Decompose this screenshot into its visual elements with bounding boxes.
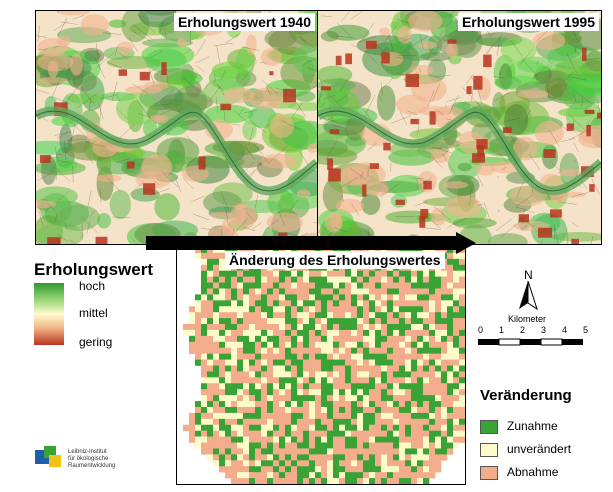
- scale-tick: 5: [583, 325, 589, 335]
- change-legend-title: Veränderung: [480, 387, 572, 404]
- map-change: Änderung des Erholungswertes: [176, 246, 466, 485]
- logo-line-1: Leibniz-Institut: [68, 449, 107, 455]
- value-legend-high: hoch: [79, 279, 106, 293]
- logo-line-3: Raumentwicklung: [68, 463, 116, 469]
- change-swatch-increase: [480, 420, 498, 434]
- scale-tick: 0: [478, 325, 484, 335]
- change-swatch-decrease: [480, 466, 498, 480]
- scale-tick: 4: [562, 325, 568, 335]
- value-legend-low: gering: [79, 335, 113, 349]
- scale-tick: 1: [499, 325, 505, 335]
- map-1940-title: Erholungswert 1940: [173, 13, 315, 31]
- scale-unit: Kilometer: [508, 314, 547, 324]
- map-change-canvas: [183, 247, 465, 484]
- change-label-increase: Zunahme: [507, 419, 558, 433]
- scale-tick: 3: [541, 325, 547, 335]
- scale-bar: [478, 338, 583, 346]
- value-legend-title: Erholungswert: [34, 260, 154, 279]
- map-1940: Erholungswert 1940: [35, 10, 318, 245]
- map-1995-title: Erholungswert 1995: [457, 13, 599, 31]
- north-arrow-icon: [519, 281, 538, 311]
- scale-tick-labels: 0 1 2 3 4 5: [473, 325, 593, 335]
- transition-arrow: [146, 232, 476, 254]
- map-change-title: Änderung des Erholungswertes: [225, 251, 445, 269]
- logo-line-2: für ökologische: [68, 456, 109, 462]
- change-swatch-unchanged: [480, 443, 498, 457]
- scale-tick: 2: [520, 325, 526, 335]
- value-color-ramp: [34, 283, 64, 345]
- institute-logo-text: Leibniz-Institut für ökologische Raument…: [68, 449, 115, 470]
- value-legend-mid: mittel: [79, 306, 108, 320]
- change-label-unchanged: unverändert: [507, 442, 572, 456]
- change-label-decrease: Abnahme: [507, 465, 559, 479]
- map-1995: Erholungswert 1995: [317, 10, 602, 245]
- map-1940-canvas: [36, 11, 317, 244]
- map-1995-canvas: [318, 11, 601, 244]
- north-label: N: [524, 268, 533, 282]
- institute-logo-icon: [35, 446, 61, 467]
